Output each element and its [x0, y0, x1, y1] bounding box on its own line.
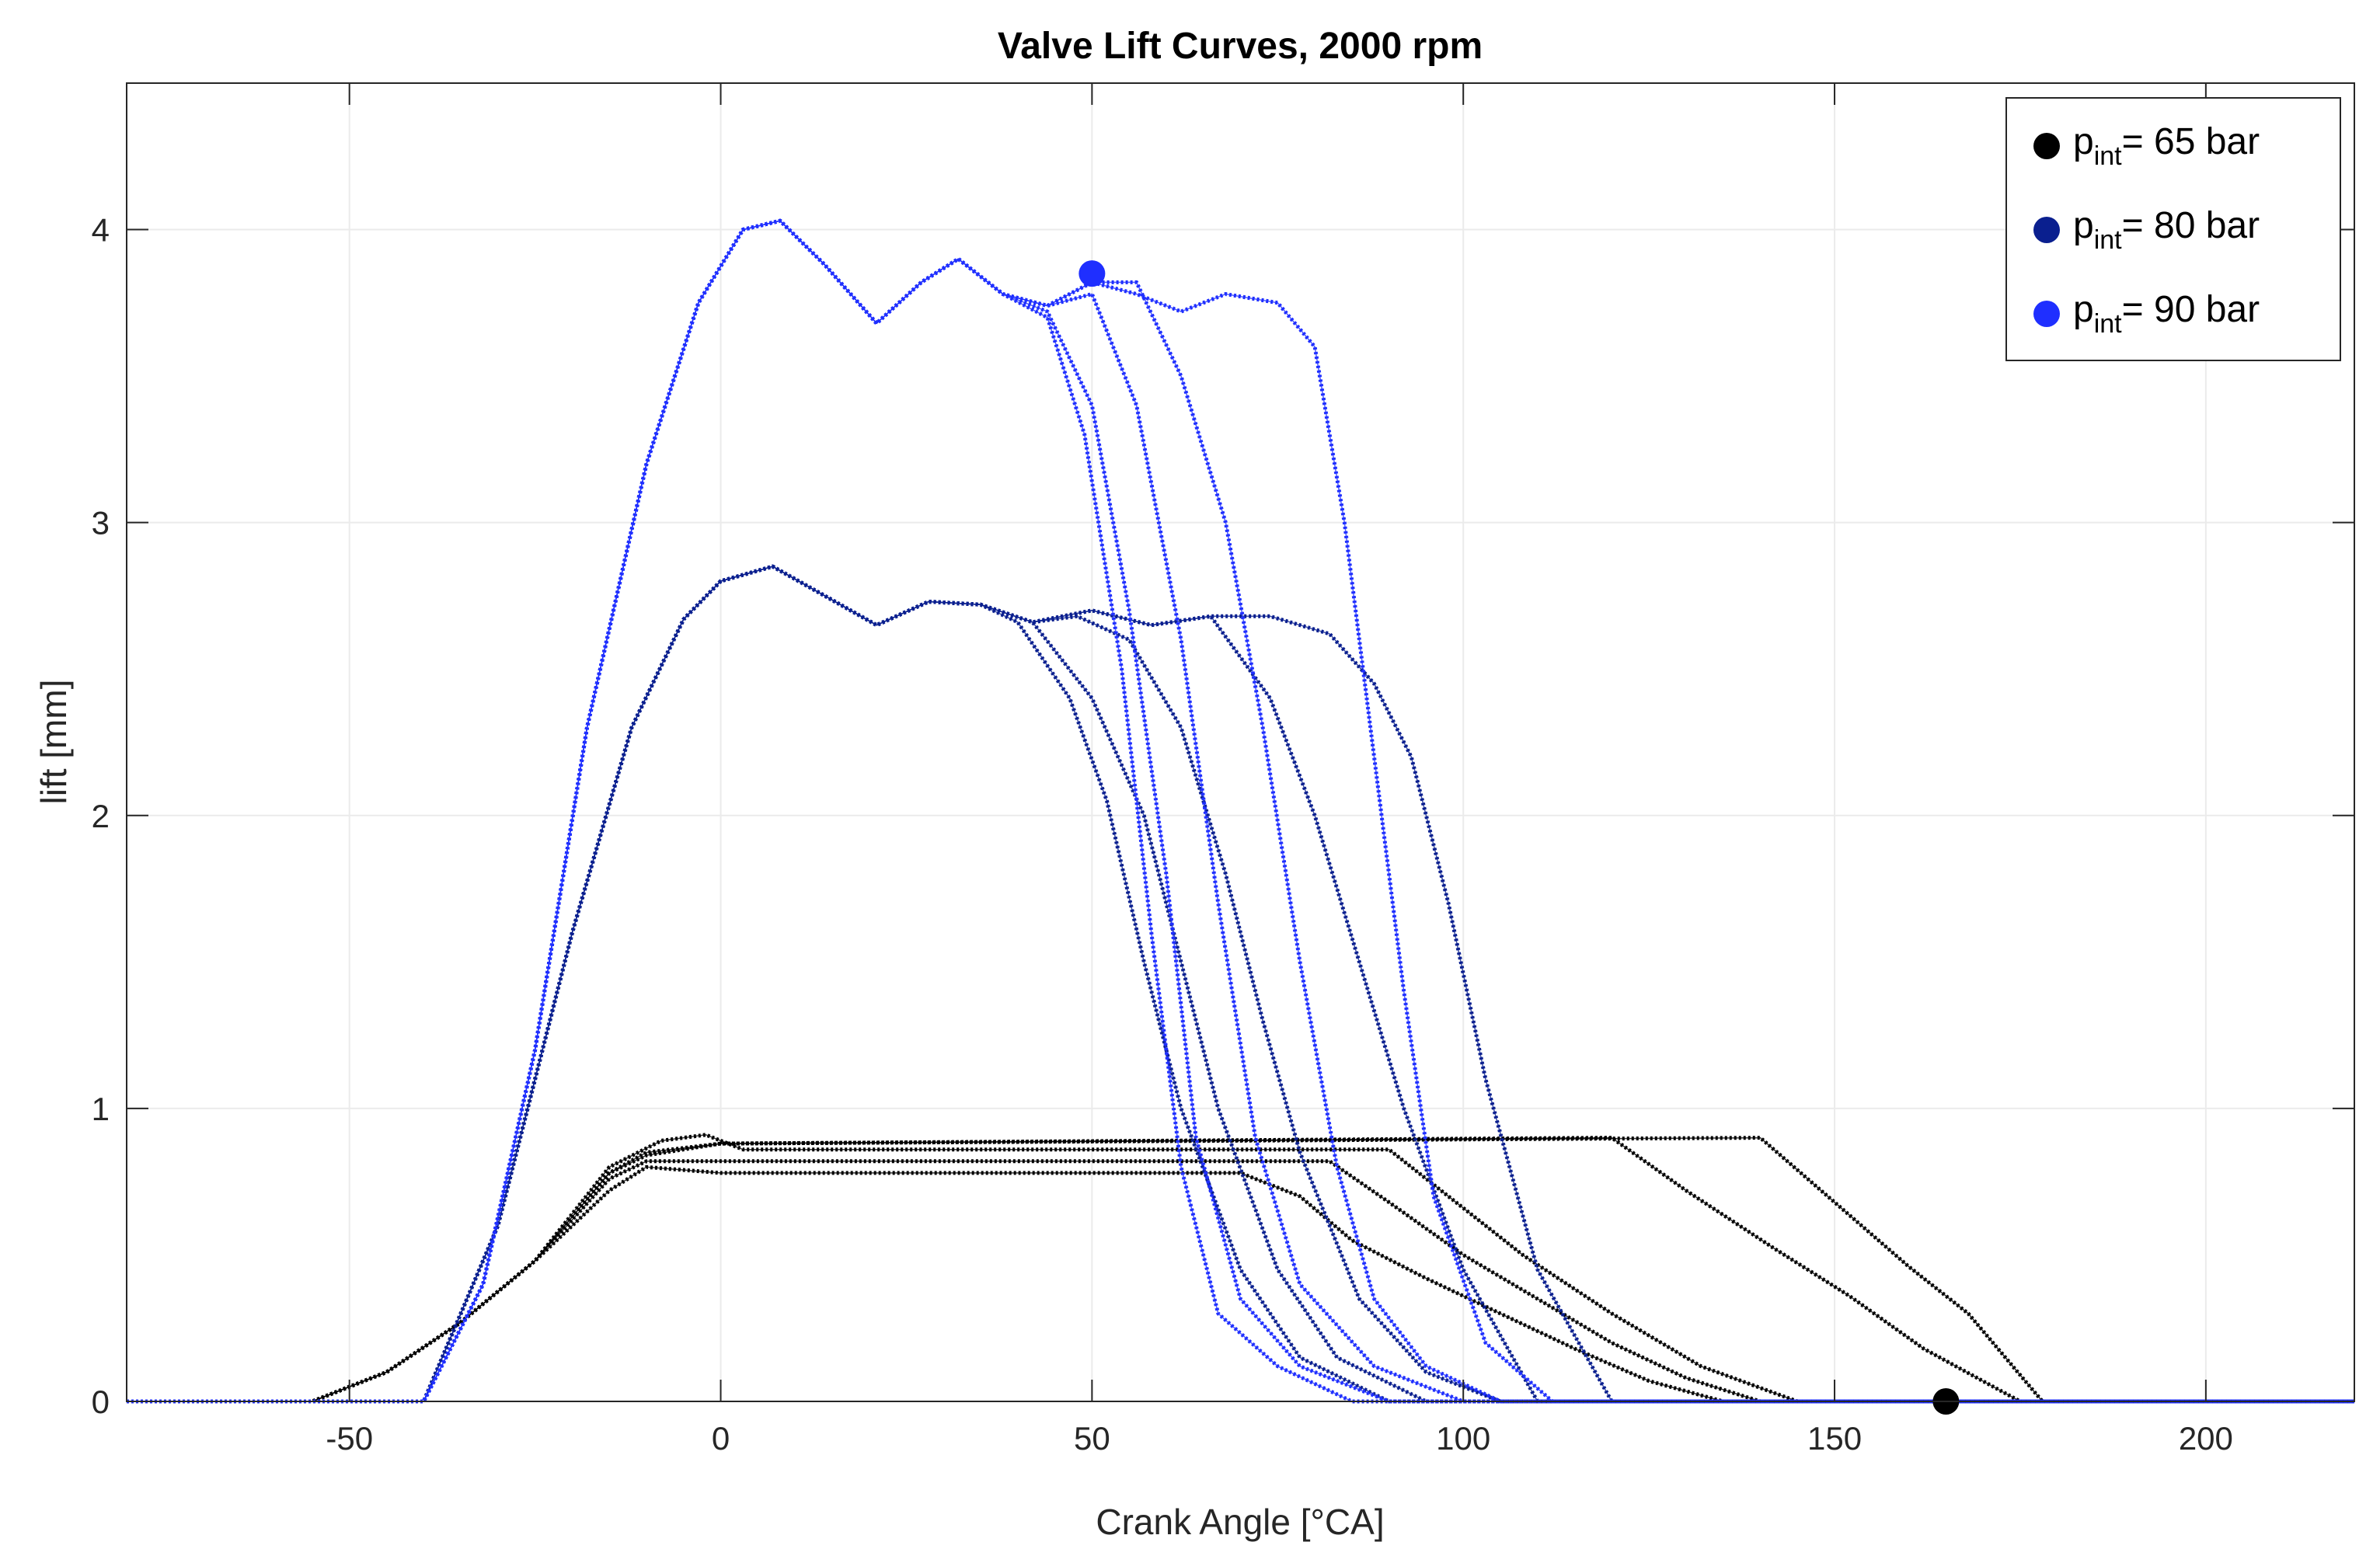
legend-entry-80-bar: pint= 80 bar [2033, 205, 2260, 255]
x-axis-label: Crank Angle [°CA] [1096, 1502, 1384, 1542]
legend-entry-90-bar: pint= 90 bar [2033, 289, 2260, 339]
axis-ticks [127, 83, 2354, 1402]
x-tick-label: 0 [712, 1420, 730, 1457]
series-1 [127, 564, 2354, 1404]
data-curves [127, 218, 2354, 1404]
plot-frame [126, 82, 2355, 1402]
x-tick-label: 100 [1436, 1420, 1490, 1457]
chart-title: Valve Lift Curves, 2000 rpm [998, 26, 1483, 67]
y-tick-label: 4 [92, 212, 110, 249]
series-2-curve-4-core [127, 220, 2354, 1402]
series-2 [127, 218, 2354, 1404]
y-tick-label: 1 [92, 1091, 110, 1127]
y-tick-label: 0 [92, 1384, 110, 1420]
series-1-curve-4-core [127, 566, 2354, 1402]
x-tick-label: 150 [1807, 1420, 1862, 1457]
legend-entry-65-bar: pint= 65 bar [2033, 121, 2260, 171]
plot-area [127, 83, 2354, 1401]
legend-label-80-bar: pint= 80 bar [2073, 205, 2260, 255]
legend-label-65-bar: pint= 65 bar [2073, 121, 2260, 171]
legend-marker-65-bar [2033, 133, 2060, 159]
data-marker-1 [1078, 260, 1106, 287]
legend: pint= 65 bar pint= 80 bar pint= 90 bar [2005, 97, 2341, 361]
legend-marker-90-bar [2033, 301, 2060, 327]
y-tick-labels: 0 1 2 3 4 [92, 212, 110, 1420]
x-tick-label: 50 [1074, 1420, 1110, 1457]
legend-label-90-bar: pint= 90 bar [2073, 289, 2260, 339]
y-tick-label: 2 [92, 798, 110, 834]
x-tick-label: 200 [2179, 1420, 2233, 1457]
x-tick-labels: -50 0 50 100 150 200 [326, 1420, 2233, 1457]
y-tick-label: 3 [92, 505, 110, 541]
legend-marker-80-bar [2033, 217, 2060, 243]
series-0 [127, 1133, 2354, 1404]
x-tick-label: -50 [326, 1420, 373, 1457]
series-0-curve-4-core [127, 1137, 2354, 1402]
y-axis-label: lift [mm] [33, 680, 74, 805]
legend-box [2005, 97, 2341, 361]
